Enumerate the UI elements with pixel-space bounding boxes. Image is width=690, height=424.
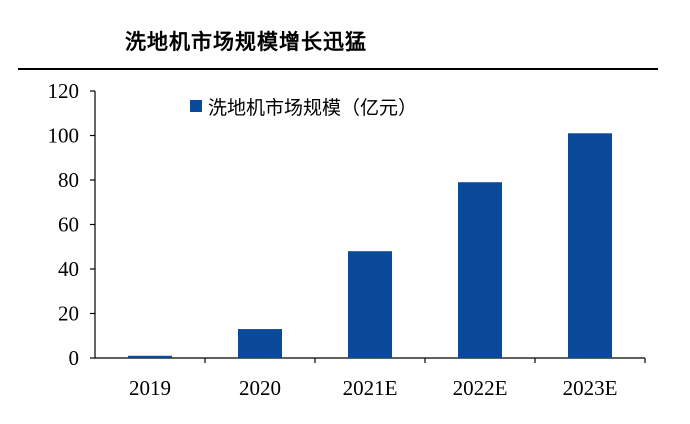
y-tick-label: 40 [58, 257, 79, 281]
bar-2019 [128, 355, 172, 358]
y-tick-label: 100 [48, 124, 80, 148]
legend: 洗地机市场规模（亿元） [190, 97, 417, 119]
y-tick-label: 20 [58, 302, 79, 326]
x-tick-label: 2019 [129, 376, 171, 400]
x-tick-label: 2022E [453, 376, 508, 400]
y-tick-label: 120 [48, 79, 80, 103]
x-tick-label: 2021E [343, 376, 398, 400]
x-tick-label: 2020 [239, 376, 281, 400]
bar-series [128, 133, 612, 358]
bar-2023E [568, 133, 612, 358]
y-tick-label: 0 [69, 346, 80, 370]
bar-2020 [238, 329, 282, 358]
legend-label: 洗地机市场规模（亿元） [208, 97, 417, 119]
legend-swatch [190, 100, 202, 112]
y-axis: 0 20 40 60 80 100 120 [48, 79, 96, 370]
x-axis: 2019 2020 2021E 2022E 2023E [95, 357, 646, 400]
chart-title: 洗地机市场规模增长迅猛 [125, 30, 367, 54]
bar-2021E [348, 251, 392, 358]
title-divider [18, 68, 658, 70]
bar-2022E [458, 182, 502, 358]
x-tick-label: 2023E [563, 376, 618, 400]
y-tick-label: 60 [58, 213, 79, 237]
y-tick-label: 80 [58, 168, 79, 192]
